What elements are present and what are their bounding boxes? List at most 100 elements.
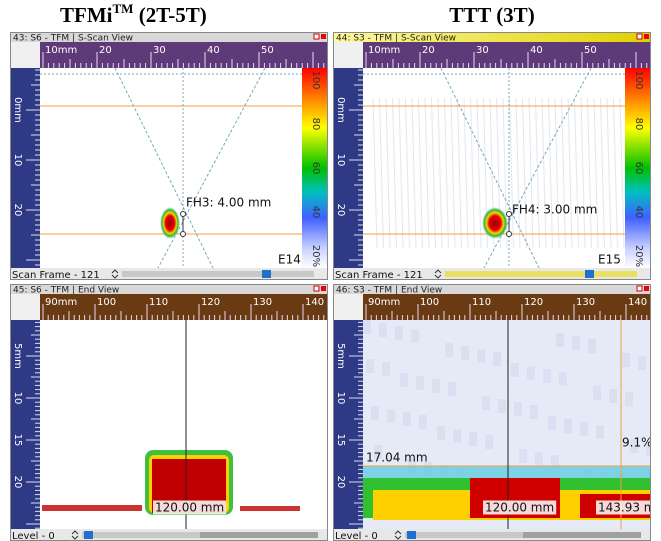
noise [403,412,411,426]
noise [619,97,625,249]
noise [419,415,427,429]
annotation: 143.93 m [598,501,656,515]
title-bar [333,32,651,42]
noise [559,372,567,386]
noise [432,379,440,393]
noise [574,97,579,249]
noise [535,97,540,249]
noise [379,97,384,249]
window-button [313,285,320,292]
top-ruler-label: 140 [628,297,647,308]
annotation: E14 [278,253,301,267]
slider-thumb[interactable] [407,531,416,539]
noise [511,363,519,377]
indication [240,506,300,511]
color-bar [625,68,651,268]
noise [498,399,506,413]
slider-track[interactable] [82,532,314,538]
noise [646,442,651,456]
left-ruler-label: 20 [335,204,346,217]
top-ruler-label: 20 [422,45,435,56]
noise [509,97,514,249]
slider-track[interactable] [445,271,637,277]
status-label: Level - 0 [12,531,55,541]
noise [363,320,371,334]
left-ruler-label: 5mm [335,343,346,369]
top-ruler-label: 90mm [45,297,77,308]
top-ruler [363,42,651,68]
status-label: Scan Frame - 121 [335,270,423,281]
slider-thumb[interactable] [262,270,271,278]
noise [561,97,566,249]
noise [630,439,638,453]
panel-title: 44: S3 - TFM | S-Scan View [336,34,456,44]
noise [372,97,378,249]
noise [477,349,485,363]
color-scale-label: 40 [633,206,644,219]
guide [114,67,214,269]
status-label: Scan Frame - 121 [12,270,100,281]
noise [418,97,423,249]
annotation: E15 [598,253,621,267]
heading-suffix: (2T-5T) [133,3,206,27]
guide [483,67,592,269]
noise [572,336,580,350]
annotation: 17.04 mm [366,451,428,465]
color-scale-label: 80 [633,118,644,131]
noise [411,329,419,343]
noise [638,356,646,370]
noise [431,97,436,249]
slider-track[interactable] [122,271,314,277]
noise [606,97,612,249]
noise [543,369,551,383]
panel-title: 43: S6 - TFM | S-Scan View [13,34,133,44]
noise [564,419,572,433]
left-ruler-label: 5mm [12,343,23,369]
annotation: FH3: 4.00 mm [186,196,271,210]
color-scale-label: 100 [633,70,644,89]
heading: TFMiTM (2T-5T) [60,1,207,27]
color-bar [302,68,328,268]
annotation-bg [596,500,651,515]
noise [625,392,633,406]
color-scale-label: 20% [310,245,321,267]
top-ruler-label: 30 [476,45,489,56]
noise [476,97,482,249]
noise [448,382,456,396]
noise [416,376,424,390]
color-scale-label: 100 [310,70,321,89]
left-ruler-label: 20 [335,476,346,489]
top-ruler-label: 100 [97,297,116,308]
noise [514,402,522,416]
noise [387,409,395,423]
ruler-corner [10,294,40,320]
slider-thumb[interactable] [84,531,93,539]
annotation-bg [483,500,557,515]
color-scale-label: 60 [633,162,644,175]
slider-thumb[interactable] [585,270,594,278]
heading: TTT (3T) [449,3,534,27]
noise [437,97,443,249]
noise [580,422,588,436]
noise [596,425,604,439]
annotation: 120.00 mm [485,501,554,515]
noise [515,97,521,249]
left-ruler-label: 0mm [12,97,23,123]
slider-track[interactable] [405,532,637,538]
top-ruler-label: 40 [207,45,220,56]
left-ruler-label: 10 [335,154,346,167]
noise [588,339,596,353]
top-ruler-label: 10mm [45,45,77,56]
top-ruler-label: 110 [149,297,168,308]
noise [424,97,430,249]
cursor-point [180,211,186,217]
noise [445,343,453,357]
noise [398,97,404,249]
color-scale-label: 40 [310,206,321,219]
left-ruler-label: 15 [335,434,346,447]
title-bar [10,32,328,42]
noise [437,426,445,440]
noise [463,97,469,249]
noise [379,323,387,337]
